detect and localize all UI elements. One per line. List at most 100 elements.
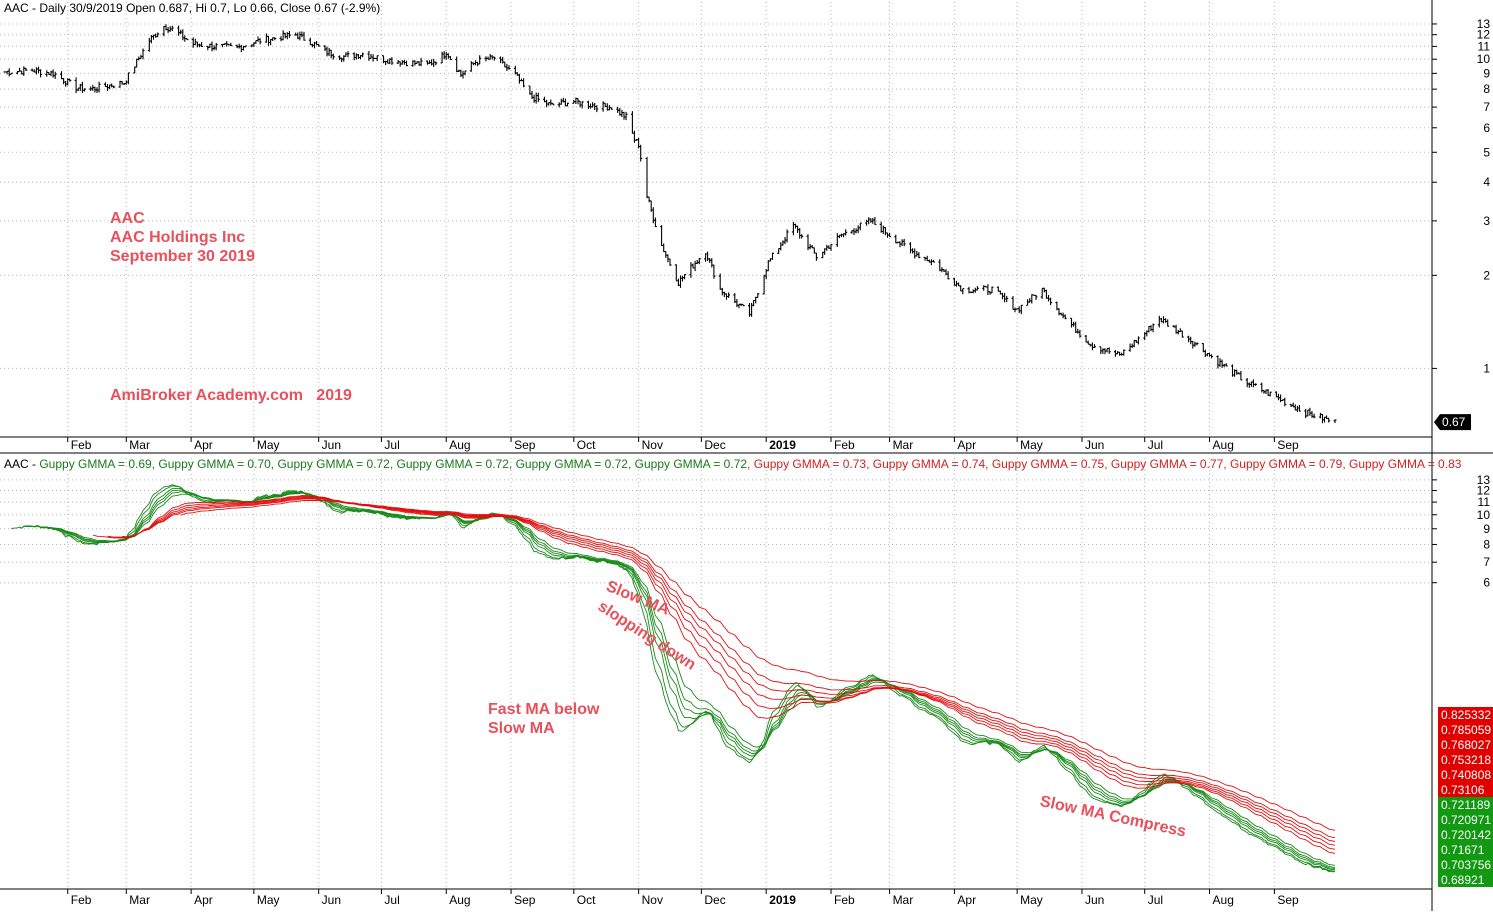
gmma-value-tag-label: 0.740808 (1441, 768, 1491, 782)
date-annotation: September 30 2019 (110, 248, 255, 265)
price-y-tick-label: 4 (1483, 175, 1490, 189)
gmma-label-4: , Guppy GMMA = 0.72 (389, 457, 509, 471)
gmma-x-tick-label: Apr (194, 893, 213, 907)
gmma-label-6: , Guppy GMMA = 0.72 (627, 457, 748, 471)
gmma-y-tick-label: 7 (1483, 555, 1490, 569)
gmma-x-tick-label: Sep (514, 893, 536, 907)
gmma-x-tick-label: Jun (322, 893, 341, 907)
gmma-x-tick-label: Jul (384, 893, 399, 907)
gmma-series-5 (38, 491, 1336, 868)
gmma-label-12: , Guppy GMMA = 0.83 (1342, 457, 1462, 471)
price-y-tick-label: 6 (1483, 121, 1490, 135)
gmma-x-tick-label: Apr (957, 893, 976, 907)
gmma-series-9 (122, 496, 1336, 846)
gmma-x-tick-label: Aug (449, 893, 470, 907)
gmma-x-tick-label: Feb (834, 893, 855, 907)
price-x-tick-label: May (1020, 438, 1043, 452)
gmma-series-12 (180, 500, 1336, 831)
gmma-x-tick-label: Mar (893, 893, 914, 907)
gmma-x-tick-label: Sep (1277, 893, 1299, 907)
gmma-header-prefix: AAC - (4, 457, 40, 471)
price-x-tick-label: Dec (704, 438, 725, 452)
gmma-value-tag-label: 0.753218 (1441, 753, 1491, 767)
gmma-y-tick-label: 13 (1477, 473, 1491, 487)
fast-below-annotation-line2: Slow MA (488, 720, 555, 737)
gmma-label-11: , Guppy GMMA = 0.79 (1223, 457, 1343, 471)
gmma-value-tag-label: 0.720142 (1441, 828, 1491, 842)
price-y-tick-label: 7 (1483, 100, 1490, 114)
gmma-value-tag (1438, 737, 1493, 752)
price-x-tick-label: Sep (1277, 438, 1299, 452)
price-y-tick-label: 13 (1477, 17, 1491, 31)
price-x-tick-label: Oct (577, 438, 596, 452)
price-x-tick-label: Feb (834, 438, 855, 452)
gmma-y-tick-label: 11 (1478, 495, 1491, 509)
gmma-y-tick-label: 12 (1477, 484, 1491, 498)
price-x-tick-label: Mar (893, 438, 914, 452)
gmma-panel-header: AAC - Guppy GMMA = 0.69, Guppy GMMA = 0.… (4, 457, 1461, 471)
price-y-tick-label: 2 (1483, 268, 1490, 282)
last-price-label: 0.67 (1442, 415, 1466, 429)
gmma-x-tick-label: Oct (577, 893, 596, 907)
gmma-value-tag-label: 0.71671 (1441, 843, 1485, 857)
gmma-value-tag (1438, 857, 1493, 872)
gmma-y-tick-label: 10 (1477, 508, 1491, 522)
gmma-label-3: , Guppy GMMA = 0.72 (270, 457, 390, 471)
gmma-value-tag (1438, 767, 1493, 782)
price-x-tick-label: Jun (1085, 438, 1104, 452)
gmma-series-8 (107, 495, 1336, 850)
price-series (3, 24, 1337, 424)
company-annotation: AAC Holdings Inc (110, 229, 246, 246)
price-x-tick-label: May (257, 438, 280, 452)
gmma-value-tag-label: 0.720971 (1441, 813, 1491, 827)
price-x-tick-label: Nov (642, 438, 663, 452)
gmma-value-tag-label: 0.703756 (1441, 858, 1491, 872)
price-y-tick-label: 5 (1483, 145, 1490, 159)
price-x-tick-label: Jun (322, 438, 341, 452)
gmma-y-tick-label: 9 (1483, 522, 1490, 536)
price-y-tick-label: 8 (1483, 82, 1490, 96)
price-panel-header: AAC - Daily 30/9/2019 Open 0.687, Hi 0.7… (4, 1, 381, 15)
price-x-tick-label: Apr (957, 438, 976, 452)
price-y-tick-label: 3 (1483, 214, 1490, 228)
gmma-value-tag-label: 0.73106 (1441, 783, 1485, 797)
gmma-value-tag (1438, 842, 1493, 857)
price-x-tick-label: Feb (71, 438, 92, 452)
price-x-tick-label: Apr (194, 438, 213, 452)
gmma-x-tick-label: Jul (1148, 893, 1163, 907)
gmma-value-tag (1438, 752, 1493, 767)
gmma-value-tag (1438, 782, 1493, 797)
gmma-label-2: , Guppy GMMA = 0.70 (151, 457, 271, 471)
gmma-value-tag-label: 0.825332 (1441, 708, 1491, 722)
gmma-value-tag (1438, 707, 1493, 722)
gmma-x-tick-label: Feb (71, 893, 92, 907)
gmma-x-tick-label: Dec (704, 893, 725, 907)
gmma-value-tag-label: 0.785059 (1441, 723, 1491, 737)
last-price-tag (1434, 414, 1471, 431)
price-x-tick-label: Mar (129, 438, 150, 452)
price-y-tick-label: 11 (1478, 39, 1491, 53)
gmma-y-tick-label: 8 (1483, 537, 1490, 551)
price-y-tick-label: 10 (1477, 52, 1491, 66)
gmma-label-9: , Guppy GMMA = 0.75 (985, 457, 1105, 471)
gmma-value-tag (1438, 872, 1493, 887)
price-y-tick-label: 9 (1483, 66, 1490, 80)
gmma-value-tag (1438, 827, 1493, 842)
gmma-label-list: Guppy GMMA = 0.69, Guppy GMMA = 0.70, Gu… (39, 457, 1461, 471)
gmma-x-tick-label: May (257, 893, 280, 907)
price-x-tick-label: Jul (384, 438, 399, 452)
gmma-value-tag (1438, 797, 1493, 812)
gmma-series-4 (34, 489, 1336, 870)
price-x-tick-label: Sep (514, 438, 536, 452)
gmma-value-tag (1438, 812, 1493, 827)
gmma-x-tick-label: Mar (129, 893, 150, 907)
gmma-y-tick-label: 6 (1483, 576, 1490, 590)
gmma-series-3 (25, 487, 1336, 871)
gmma-series-7 (92, 495, 1336, 854)
gmma-x-tick-label: Nov (642, 893, 663, 907)
price-y-tick-label: 12 (1477, 28, 1491, 42)
gmma-label-7: , Guppy GMMA = 0.73 (747, 457, 867, 471)
price-x-tick-label: 2019 (769, 438, 796, 452)
price-x-tick-label: Aug (449, 438, 470, 452)
